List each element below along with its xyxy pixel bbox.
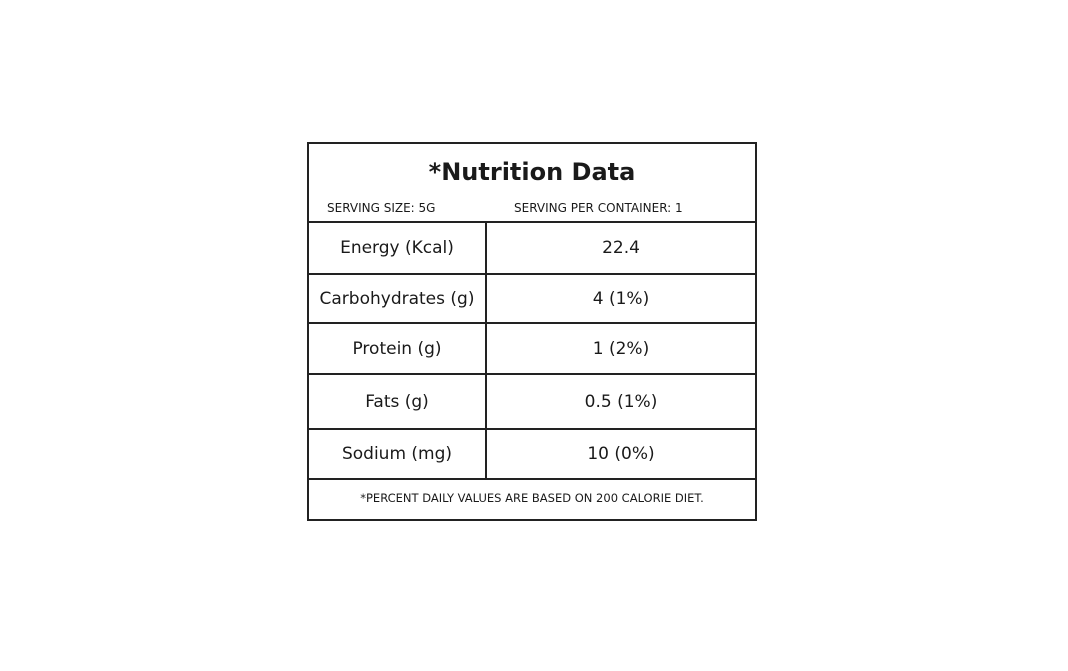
column-rule (485, 221, 487, 480)
nutrient: Fats (g) (365, 391, 429, 412)
nutrient: Sodium (mg) (341, 444, 453, 464)
amount: 10 (0%) (587, 444, 655, 464)
nutrient: Carbohydrates (g) (319, 288, 475, 309)
amount: 4 (1%) (592, 288, 650, 309)
serving-size: SERVING SIZE: 5G (327, 201, 436, 215)
amount: 22.4 (602, 238, 640, 258)
rule (309, 322, 755, 324)
amount: 1 (2%) (592, 338, 650, 359)
footnote: *PERCENT DAILY VALUES ARE BASED ON 200 C… (360, 491, 704, 505)
nutrition-label: *Nutrition Data SERVING SIZE: 5G SERVING… (307, 142, 757, 521)
rule (309, 273, 755, 275)
servings-per-container: SERVING PER CONTAINER: 1 (514, 201, 683, 215)
rule (309, 428, 755, 430)
rule (309, 373, 755, 375)
amount: 0.5 (1%) (584, 391, 658, 412)
title: *Nutrition Data (428, 158, 636, 186)
rule (309, 221, 755, 223)
rule (309, 478, 755, 480)
nutrient: Protein (g) (352, 338, 442, 359)
nutrient: Energy (Kcal) (340, 238, 454, 258)
